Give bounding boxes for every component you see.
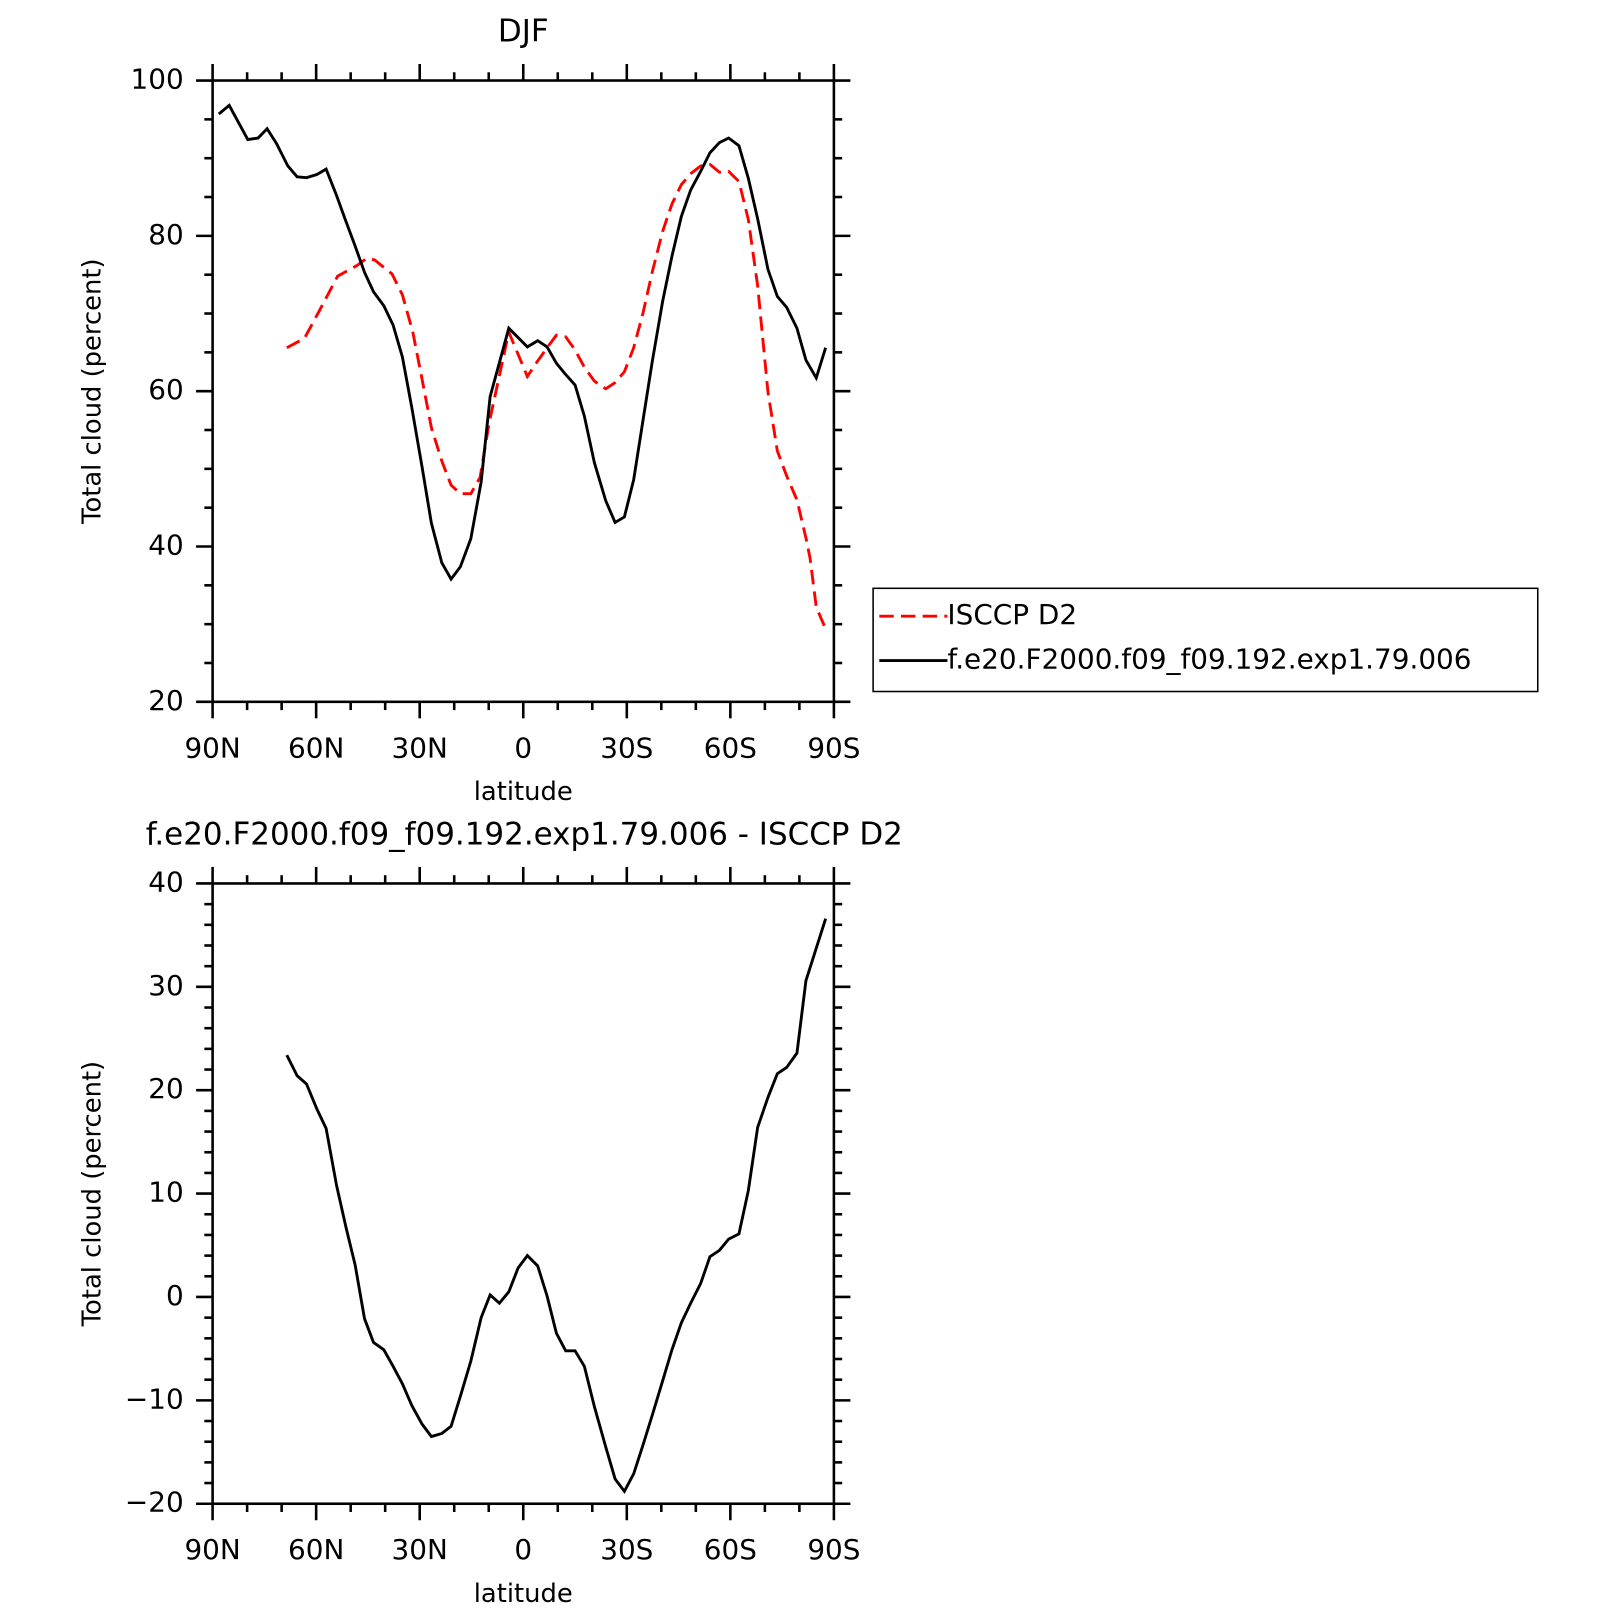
legend: ISCCP D2 f.e20.F2000.f09_f09.192.exp1.79.… — [872, 587, 1539, 693]
data-line — [217, 103, 828, 582]
x-axis-label: latitude — [474, 1579, 573, 1608]
y-tick-label: 20 — [148, 684, 183, 717]
x-tick-label: 90N — [184, 1533, 240, 1566]
x-tick-label: 90S — [807, 731, 860, 764]
x-tick-label: 30S — [600, 1533, 653, 1566]
data-line — [286, 162, 827, 630]
x-tick-label: 60N — [288, 1533, 344, 1566]
chart-title: DJF — [498, 14, 549, 50]
y-tick-label: 80 — [148, 218, 183, 251]
y-tick-label: −10 — [125, 1382, 184, 1415]
y-tick-label: 40 — [148, 865, 183, 898]
x-tick-label: 60S — [704, 1533, 757, 1566]
x-tick-label: 60S — [704, 731, 757, 764]
y-tick-label: 40 — [148, 529, 183, 562]
plot-frame — [211, 79, 836, 704]
y-tick-label: 20 — [148, 1072, 183, 1105]
x-axis-label: latitude — [474, 777, 573, 807]
data-line — [285, 918, 828, 1495]
y-axis-label: Total cloud (percent) — [77, 1061, 107, 1327]
chart-title: f.e20.F2000.f09_f09.192.exp1.79.006 - IS… — [146, 816, 903, 852]
y-tick-label: −20 — [125, 1486, 184, 1519]
y-tick-label: 100 — [131, 63, 184, 96]
x-tick-label: 90S — [807, 1533, 860, 1566]
x-tick-label: 30S — [600, 731, 653, 764]
y-tick-label: 0 — [166, 1279, 184, 1312]
y-axis-label: Total cloud (percent) — [77, 258, 107, 524]
legend-label: ISCCP D2 — [947, 598, 1077, 631]
x-tick-label: 30N — [392, 1533, 448, 1566]
x-tick-label: 0 — [514, 731, 532, 764]
y-tick-label: 10 — [148, 1176, 183, 1209]
x-tick-label: 30N — [392, 731, 448, 764]
y-tick-label: 30 — [148, 969, 183, 1002]
y-tick-label: 60 — [148, 373, 183, 406]
legend-label: f.e20.F2000.f09_f09.192.exp1.79.006 — [947, 643, 1471, 676]
plot-frame — [211, 882, 836, 1506]
x-tick-label: 0 — [514, 1533, 532, 1566]
x-tick-label: 90N — [184, 731, 240, 764]
x-tick-label: 60N — [288, 731, 344, 764]
legend-box — [872, 587, 1539, 693]
